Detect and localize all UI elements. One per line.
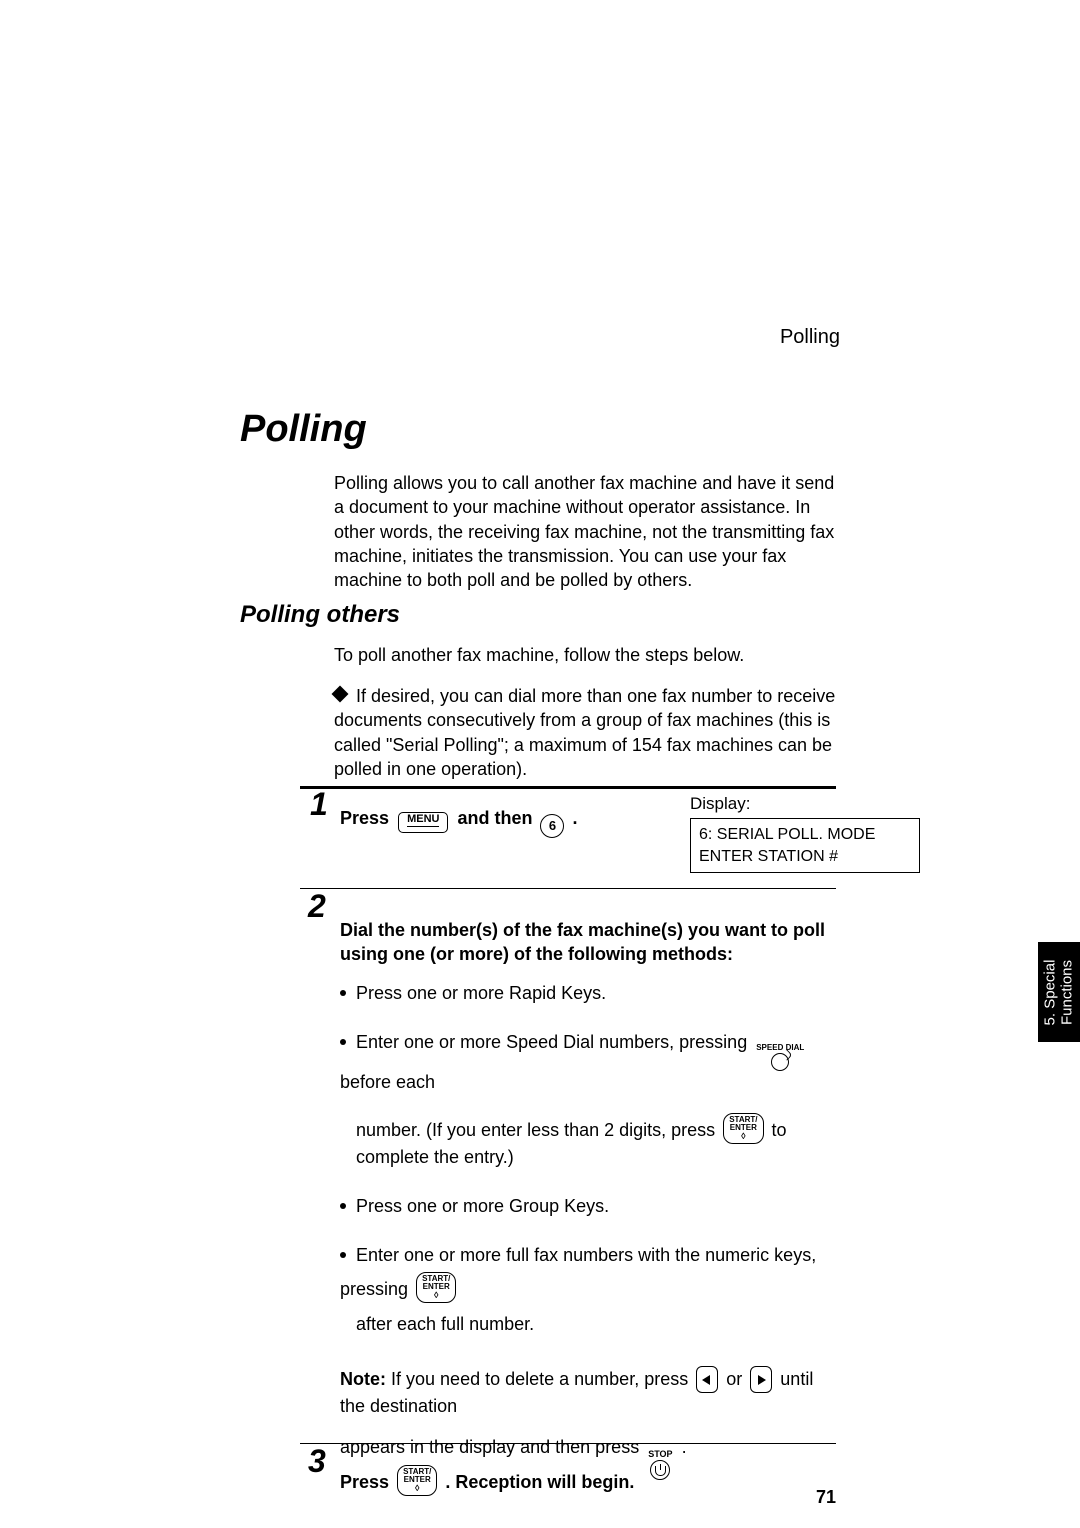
- step-number-2: 2: [308, 888, 326, 925]
- step2-bullet-2-cont: number. (If you enter less than 2 digits…: [340, 1110, 836, 1171]
- step2-bullet-4-cont: after each full number.: [340, 1311, 836, 1338]
- page-title: Polling: [240, 408, 367, 451]
- dot-icon: [340, 1039, 346, 1045]
- step2-bullet-1: Press one or more Rapid Keys.: [340, 980, 836, 1007]
- step2-heading: Dial the number(s) of the fax machine(s)…: [340, 918, 836, 967]
- period: .: [573, 808, 578, 828]
- separator: [300, 888, 836, 889]
- bullet-text: If desired, you can dial more than one f…: [334, 686, 835, 779]
- step2-note: Note: If you need to delete a number, pr…: [340, 1358, 836, 1420]
- menu-key-icon: MENU: [398, 812, 448, 833]
- step-number-1: 1: [310, 786, 328, 823]
- dot-icon: [340, 1203, 346, 1209]
- step3-instruction: Press START/ENTER◊ . Reception will begi…: [340, 1462, 634, 1493]
- separator: [300, 1443, 836, 1444]
- six-key-icon: 6: [540, 814, 564, 838]
- press-label: Press: [340, 808, 389, 828]
- display-box: 6: SERIAL POLL. MODE ENTER STATION #: [690, 818, 920, 873]
- dot-icon: [340, 990, 346, 996]
- diamond-bullet-icon: [332, 686, 349, 703]
- page-number: 71: [816, 1487, 836, 1508]
- separator: [300, 786, 836, 789]
- note-label: Note:: [340, 1369, 386, 1389]
- subheading: Polling others: [240, 601, 400, 629]
- step-number-3: 3: [308, 1443, 326, 1480]
- right-arrow-key-icon: [750, 1366, 772, 1393]
- header-section: Polling: [780, 326, 840, 349]
- step1-instruction: Press MENU and then 6 .: [340, 808, 578, 835]
- serial-polling-note: If desired, you can dial more than one f…: [334, 684, 836, 781]
- display-line2: ENTER STATION #: [699, 846, 911, 868]
- poll-instruction: To poll another fax machine, follow the …: [334, 645, 744, 666]
- stop-key-icon: STOP: [648, 1450, 672, 1480]
- intro-paragraph: Polling allows you to call another fax m…: [334, 471, 836, 592]
- display-label: Display:: [690, 794, 750, 814]
- start-enter-key-icon: START/ENTER◊: [416, 1272, 456, 1303]
- start-enter-key-icon: START/ENTER◊: [723, 1113, 763, 1144]
- step2-bullet-4: Enter one or more full fax numbers with …: [340, 1242, 836, 1303]
- and-then-label: and then: [457, 808, 532, 828]
- dot-icon: [340, 1252, 346, 1258]
- step2-bullet-3: Press one or more Group Keys.: [340, 1193, 836, 1220]
- start-enter-key-icon: START/ENTER◊: [397, 1465, 437, 1496]
- chapter-tab: 5. SpecialFunctions: [1038, 942, 1080, 1042]
- speed-dial-key-icon: SPEED DIAL: [756, 1044, 804, 1071]
- left-arrow-key-icon: [696, 1366, 718, 1393]
- manual-page: Polling Polling Polling allows you to ca…: [0, 0, 1080, 1528]
- step2-bullet-2: Enter one or more Speed Dial numbers, pr…: [340, 1029, 836, 1096]
- step2-body: Press one or more Rapid Keys. Enter one …: [340, 980, 836, 1482]
- display-line1: 6: SERIAL POLL. MODE: [699, 824, 911, 846]
